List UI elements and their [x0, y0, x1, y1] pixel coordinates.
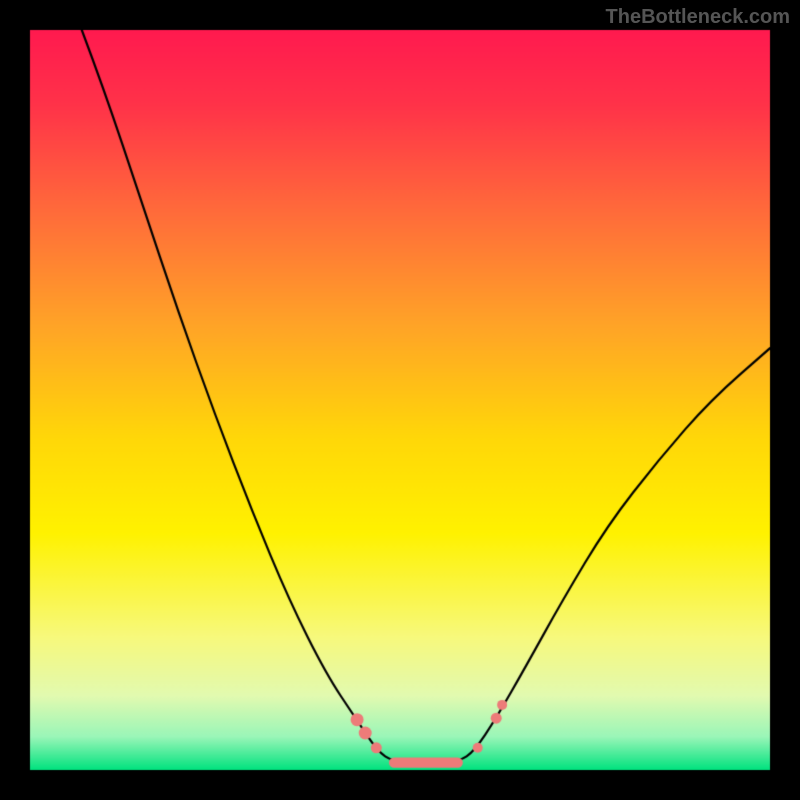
attribution-text: TheBottleneck.com [606, 6, 790, 29]
bottleneck-chart [0, 0, 800, 800]
